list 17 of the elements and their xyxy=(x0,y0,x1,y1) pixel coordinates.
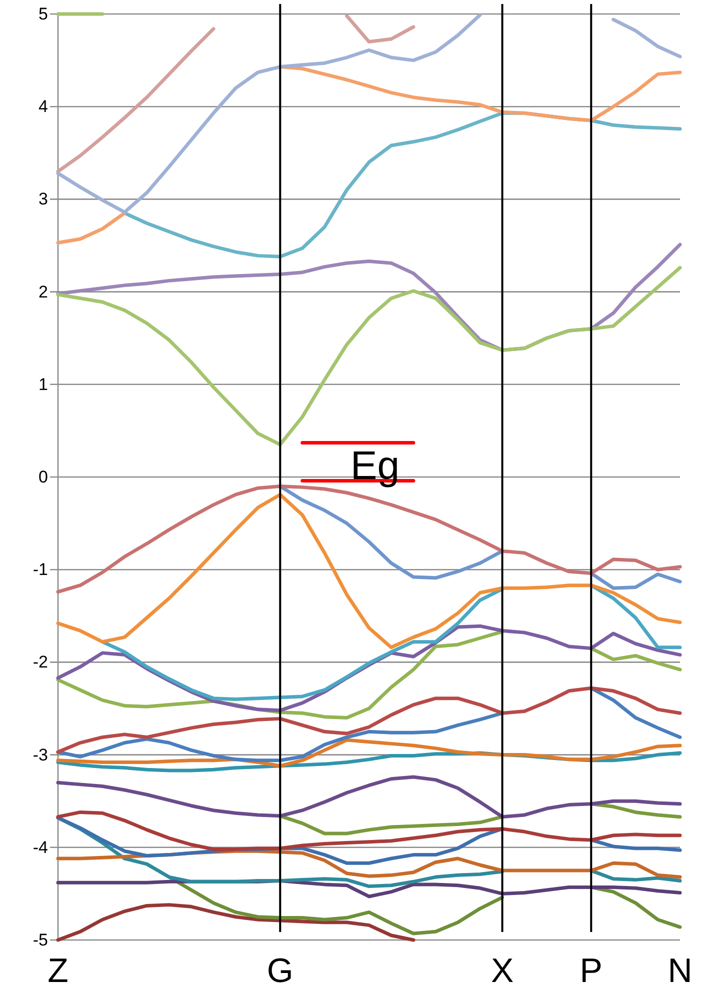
y-tick-label: 3 xyxy=(38,190,48,209)
y-tick-label: -2 xyxy=(32,652,48,672)
y-tick-label: -3 xyxy=(32,745,48,764)
y-tick-label: 1 xyxy=(38,374,48,394)
x-tick-label: P xyxy=(580,952,602,990)
y-tick-label: -5 xyxy=(32,930,48,950)
x-tick-label: N xyxy=(668,952,692,990)
x-tick-label: G xyxy=(266,952,294,990)
annotation: Eg xyxy=(350,444,400,488)
y-tick-label: 5 xyxy=(38,4,48,24)
y-tick-label: -4 xyxy=(32,838,48,857)
y-tick-label: -1 xyxy=(32,560,48,580)
y-tick-label: 4 xyxy=(38,97,48,116)
x-tick-label: X xyxy=(490,952,514,990)
x-tick-label: Z xyxy=(48,952,68,990)
y-tick-label: 2 xyxy=(38,282,48,302)
y-tick-label: 0 xyxy=(38,467,48,486)
